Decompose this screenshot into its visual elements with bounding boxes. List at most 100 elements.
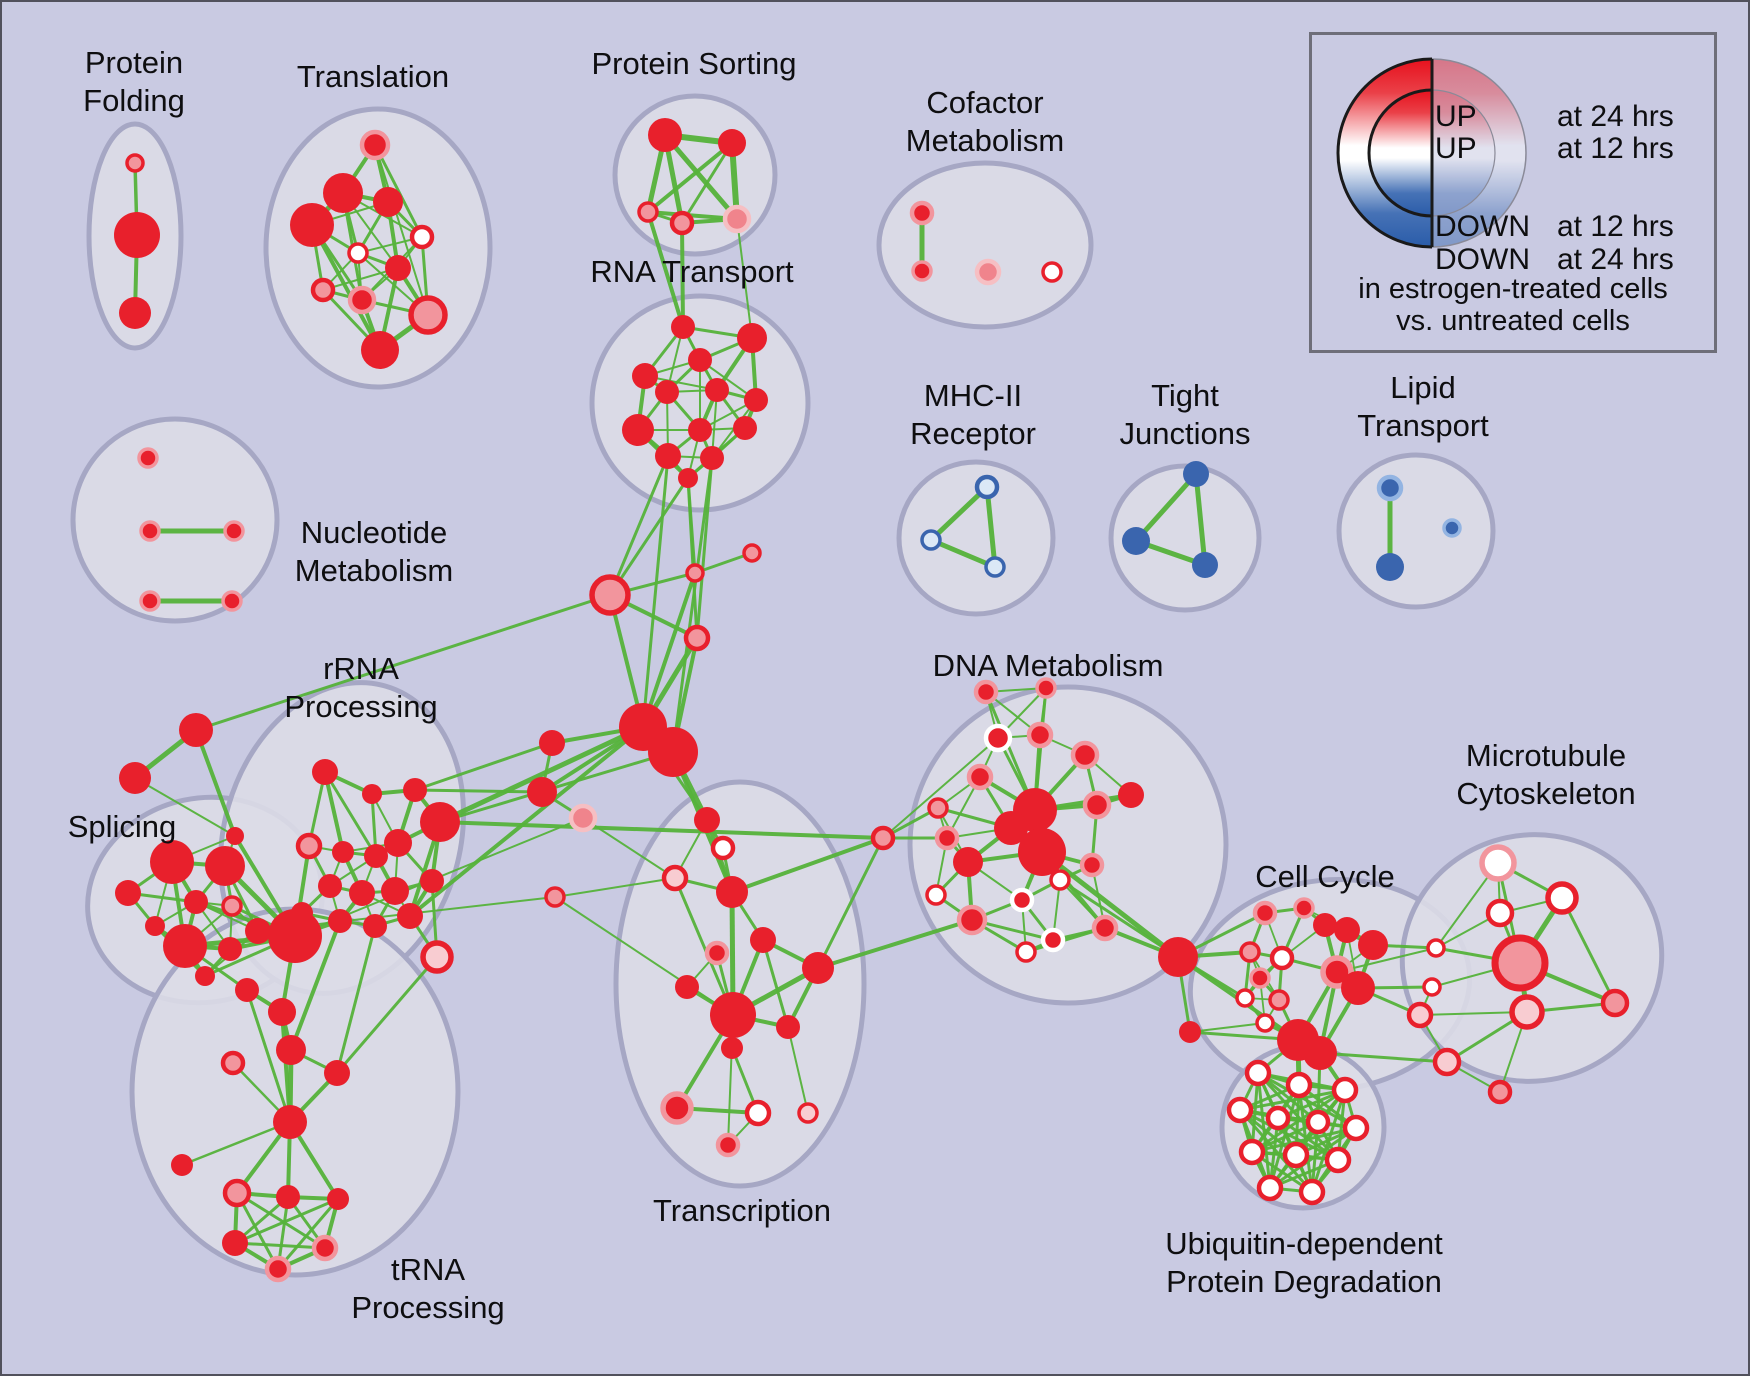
network-edge — [1318, 1051, 1449, 1064]
node-rrna-processing — [397, 903, 423, 929]
network-edge — [245, 988, 292, 1124]
node-translation — [361, 331, 399, 369]
node-trna-processing — [222, 1230, 248, 1256]
node-nucleotide-metabolism — [221, 590, 243, 612]
node-dna-metabolism — [1118, 782, 1144, 808]
node-dna-metabolism — [1035, 677, 1057, 699]
node-trna-processing — [311, 1234, 339, 1262]
node-dna-metabolism — [994, 811, 1028, 845]
cluster-label-protein-sorting: Protein Sorting — [591, 45, 797, 81]
network-edge — [235, 1191, 280, 1271]
node-protein-sorting — [637, 201, 659, 223]
node-microtubule-cytoskeleton — [1426, 938, 1446, 958]
node-rrna-processing — [328, 909, 352, 933]
node-transcription — [776, 1015, 800, 1039]
network-edge — [323, 770, 345, 854]
node-dna-metabolism — [956, 904, 988, 936]
node-dna-metabolism — [1091, 914, 1119, 942]
node-transcription — [716, 876, 748, 908]
network-edge — [1419, 1011, 1528, 1016]
node-dna-metabolism — [1070, 740, 1100, 770]
cluster-label-ubiquitin-degradation: Ubiquitin-dependent Protein Degradation — [1165, 1225, 1443, 1299]
node-rrna-processing — [420, 802, 460, 842]
node-transcription — [661, 864, 689, 892]
node-microtubule-cytoskeleton — [1600, 988, 1630, 1018]
network-edge — [233, 1197, 340, 1245]
legend-footer-line2: vs. untreated cells — [1396, 305, 1630, 337]
network-edge — [194, 728, 237, 838]
node-nucleotide-metabolism — [137, 447, 159, 469]
network-edge — [134, 777, 236, 837]
node-connectors — [685, 563, 705, 583]
legend-down-24-time: at 24 hrs — [1557, 243, 1674, 276]
node-cell-cycle — [1313, 913, 1337, 937]
network-edge — [761, 938, 790, 1029]
node-splicing — [119, 762, 151, 794]
network-edge — [1336, 947, 1437, 973]
node-cofactor-metabolism — [1041, 261, 1063, 283]
network-edge — [928, 537, 998, 570]
network-edge — [438, 750, 675, 824]
network-edge — [1024, 926, 1107, 954]
node-transcription — [715, 1132, 741, 1158]
network-edge — [374, 144, 429, 316]
network-edge — [373, 143, 424, 239]
node-transcription — [694, 807, 720, 833]
network-edge — [686, 476, 699, 640]
network-edge — [322, 267, 399, 291]
node-ubiquitin-degradation — [1282, 1141, 1310, 1169]
cluster-nucleotide-metabolism-ellipse — [70, 416, 280, 624]
network-edge — [335, 924, 377, 1075]
cluster-label-dna-metabolism: DNA Metabolism — [932, 647, 1164, 683]
node-microtubule-cytoskeleton — [1509, 994, 1545, 1030]
node-splicing — [179, 713, 213, 747]
node-rna-transport — [678, 468, 698, 488]
node-trna-processing — [327, 1188, 349, 1210]
node-dna-metabolism — [925, 884, 947, 906]
network-edge — [736, 218, 753, 339]
node-rna-transport — [737, 323, 767, 353]
node-transcription — [660, 1091, 694, 1125]
node-transcription — [710, 992, 756, 1038]
network-edge — [437, 724, 646, 825]
node-connectors — [589, 574, 631, 616]
network-edge — [1189, 1022, 1266, 1033]
node-trna-processing — [268, 998, 296, 1026]
network-edge — [310, 223, 382, 352]
node-dna-metabolism — [1009, 887, 1035, 913]
cluster-transcription-ellipse — [613, 779, 867, 1189]
network-edge — [235, 1191, 327, 1250]
cluster-label-transcription: Transcription — [652, 1192, 832, 1228]
node-connectors — [683, 624, 711, 652]
node-microtubule-cytoskeleton — [1485, 898, 1515, 928]
node-rrna-processing — [362, 784, 382, 804]
cluster-label-splicing: Splicing — [67, 808, 177, 844]
node-splicing — [245, 918, 271, 944]
node-connectors — [742, 543, 762, 563]
network-edge — [323, 770, 378, 858]
node-cell-cycle — [1268, 989, 1290, 1011]
node-tight-junctions — [1122, 527, 1150, 555]
node-ubiquitin-degradation — [1238, 1138, 1266, 1166]
node-rna-transport — [655, 380, 679, 404]
legend-up-24-time: at 24 hrs — [1557, 100, 1674, 133]
node-protein-sorting — [648, 118, 682, 152]
node-dna-metabolism — [1158, 937, 1198, 977]
node-rrna-processing — [420, 940, 454, 974]
node-transcription — [675, 975, 699, 999]
node-splicing — [268, 909, 322, 963]
node-transcription — [797, 1102, 819, 1124]
node-translation — [310, 277, 336, 303]
network-edge — [413, 788, 544, 794]
node-rna-transport — [744, 388, 768, 412]
cluster-label-tight-junctions: Tight Junctions — [1119, 377, 1251, 451]
node-dna-metabolism — [1049, 869, 1071, 891]
node-rna-transport — [688, 418, 712, 442]
node-cell-cycle — [1341, 971, 1375, 1005]
cluster-label-mhc-ii-receptor: MHC-II Receptor — [910, 377, 1036, 451]
node-translation — [408, 295, 448, 335]
legend-up-12-state: UP — [1435, 132, 1477, 165]
node-splicing — [150, 840, 194, 884]
node-translation — [409, 224, 435, 250]
cluster-label-nucleotide-metabolism: Nucleotide Metabolism — [294, 514, 454, 588]
